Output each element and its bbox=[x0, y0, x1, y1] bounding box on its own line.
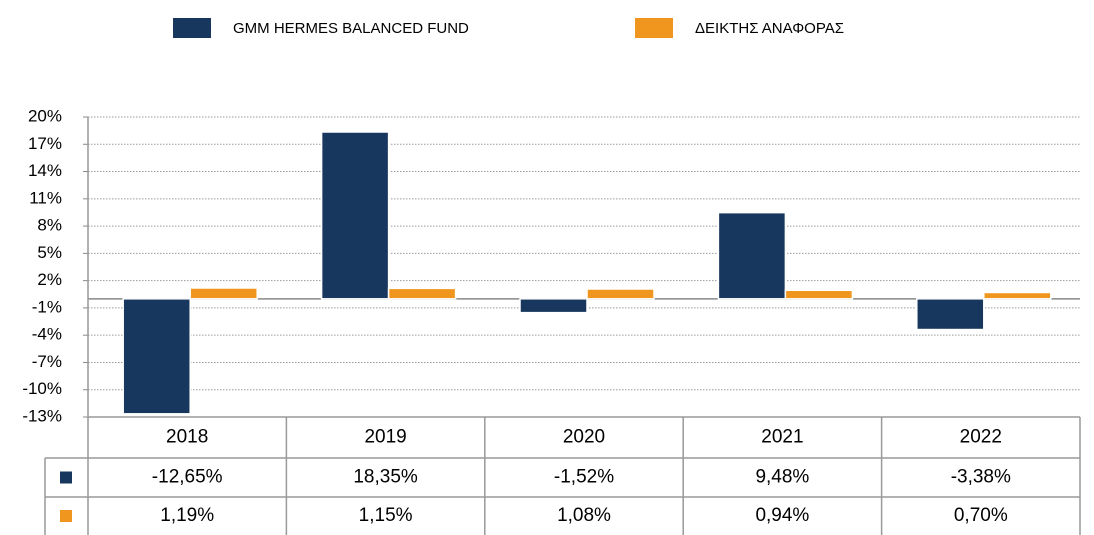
data-label: -1,52% bbox=[554, 467, 614, 488]
bar bbox=[320, 131, 390, 300]
y-tick-label: -1% bbox=[32, 297, 62, 316]
bar bbox=[784, 289, 854, 300]
y-tick-label: -13% bbox=[22, 406, 62, 425]
bar bbox=[122, 298, 191, 415]
y-tick-label: 11% bbox=[29, 188, 62, 207]
y-tick-label: -10% bbox=[22, 379, 62, 398]
bar bbox=[387, 287, 457, 300]
bar bbox=[519, 298, 588, 314]
bar bbox=[189, 287, 258, 300]
x-tick-label: 2019 bbox=[364, 427, 406, 448]
x-tick-label: 2022 bbox=[960, 427, 1002, 448]
legend-swatch bbox=[635, 18, 673, 38]
y-tick-label: -7% bbox=[32, 352, 62, 371]
data-label: 1,08% bbox=[557, 505, 611, 526]
data-label: -12,65% bbox=[152, 467, 223, 488]
data-label: 18,35% bbox=[353, 467, 418, 488]
data-label: 9,48% bbox=[755, 467, 809, 488]
bar bbox=[983, 291, 1052, 300]
data-label: 0,70% bbox=[954, 505, 1008, 526]
data-label: 1,15% bbox=[359, 505, 413, 526]
table-legend-key bbox=[60, 510, 72, 522]
legend-swatch bbox=[173, 18, 211, 38]
bar bbox=[717, 211, 787, 300]
x-tick-label: 2021 bbox=[761, 427, 803, 448]
bar bbox=[586, 288, 655, 300]
y-tick-label: 14% bbox=[28, 161, 62, 180]
y-tick-label: -4% bbox=[32, 325, 62, 344]
data-label: -3,38% bbox=[951, 467, 1011, 488]
y-tick-label: 2% bbox=[37, 270, 62, 289]
table-legend-key bbox=[60, 471, 72, 484]
data-label: 0,94% bbox=[755, 505, 809, 526]
y-tick-label: 5% bbox=[37, 243, 62, 262]
bar bbox=[916, 298, 985, 331]
y-tick-label: 20% bbox=[28, 106, 62, 125]
data-label: 1,19% bbox=[160, 505, 214, 526]
legend-label: GMM HERMES BALANCED FUND bbox=[233, 20, 469, 37]
x-tick-label: 2020 bbox=[563, 427, 605, 448]
y-tick-label: 8% bbox=[37, 216, 62, 235]
x-tick-label: 2018 bbox=[166, 427, 208, 448]
y-tick-label: 17% bbox=[28, 134, 62, 153]
legend-label: ΔΕΙΚΤΗΣ ΑΝΑΦΟΡΑΣ bbox=[695, 20, 844, 37]
